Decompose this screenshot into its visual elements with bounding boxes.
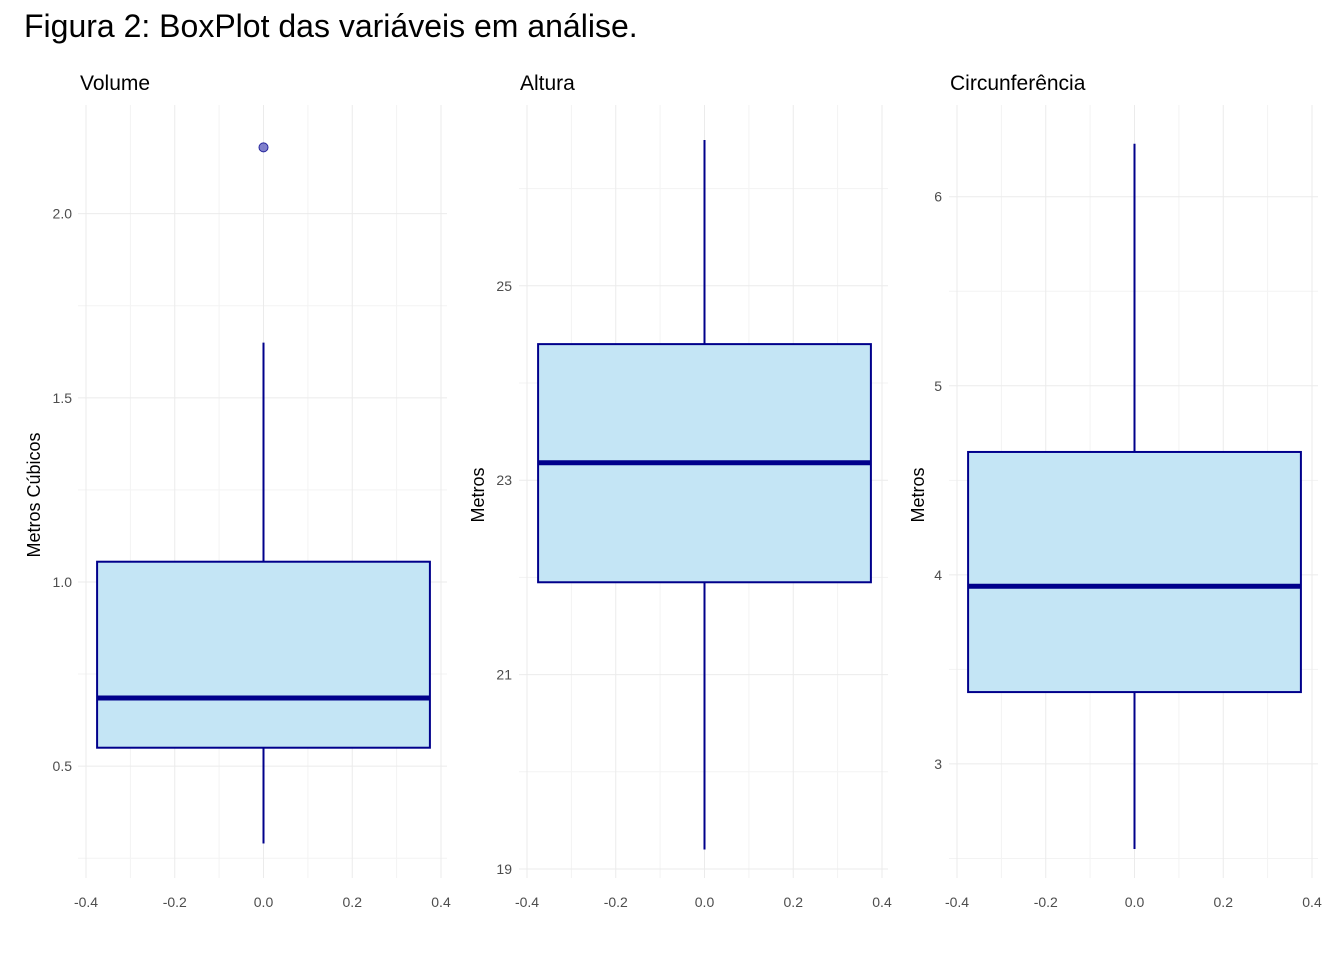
x-tick-label: 0.2 bbox=[1214, 894, 1234, 910]
figure-title: Figura 2: BoxPlot das variáveis em análi… bbox=[24, 8, 638, 44]
y-tick-label: 2.0 bbox=[53, 206, 73, 222]
x-tick-label: -0.2 bbox=[604, 894, 628, 910]
x-tick-label: -0.4 bbox=[945, 894, 969, 910]
y-tick-label: 25 bbox=[496, 278, 512, 294]
y-tick-label: 1.0 bbox=[53, 574, 73, 590]
x-tick-label: 0.0 bbox=[695, 894, 715, 910]
x-tick-label: 0.0 bbox=[254, 894, 274, 910]
panel-title-volume: Volume bbox=[80, 72, 150, 95]
x-tick-label: -0.4 bbox=[74, 894, 98, 910]
y-tick-label: 4 bbox=[934, 567, 942, 583]
x-tick-label: -0.4 bbox=[515, 894, 539, 910]
panel-altura: -0.4 -0.2 0.0 0.2 0.4 19 21 23 25 Altura Metros bbox=[468, 72, 892, 910]
x-tick-label: 0.4 bbox=[1302, 894, 1322, 910]
x-tick-label: 0.4 bbox=[431, 894, 451, 910]
y-tick-label: 21 bbox=[496, 667, 512, 683]
x-tick-label: -0.2 bbox=[163, 894, 187, 910]
panel-volume: -0.4 -0.2 0.0 0.2 0.4 0.5 1.0 1.5 2.0 Volume Metro… bbox=[24, 72, 451, 910]
x-tick-label: 0.4 bbox=[872, 894, 892, 910]
y-tick-label: 19 bbox=[496, 861, 512, 877]
x-tick-label: -0.2 bbox=[1034, 894, 1058, 910]
panel-title-altura: Altura bbox=[520, 72, 575, 95]
y-tick-label: 0.5 bbox=[53, 758, 73, 774]
panel-circunferencia: -0.4 -0.2 0.0 0.2 0.4 3 4 5 6 Circunferência Metro… bbox=[908, 72, 1322, 910]
panel-title-circunferencia: Circunferência bbox=[950, 72, 1086, 95]
x-tick-label: 0.2 bbox=[343, 894, 363, 910]
y-tick-label: 5 bbox=[934, 378, 942, 394]
y-tick-label: 23 bbox=[496, 472, 512, 488]
y-axis-label-volume: Metros Cúbicos bbox=[24, 432, 44, 557]
y-tick-label: 1.5 bbox=[53, 390, 73, 406]
y-axis-label-circunferencia: Metros bbox=[908, 467, 928, 522]
box-iqr-circunferencia bbox=[967, 450, 1302, 694]
x-tick-label: 0.2 bbox=[784, 894, 804, 910]
y-axis-label-altura: Metros bbox=[468, 467, 488, 522]
y-tick-label: 6 bbox=[934, 189, 942, 205]
outlier-point-volume bbox=[258, 142, 269, 153]
box-iqr-volume bbox=[96, 560, 431, 749]
x-tick-label: 0.0 bbox=[1125, 894, 1145, 910]
y-tick-label: 3 bbox=[934, 756, 942, 772]
